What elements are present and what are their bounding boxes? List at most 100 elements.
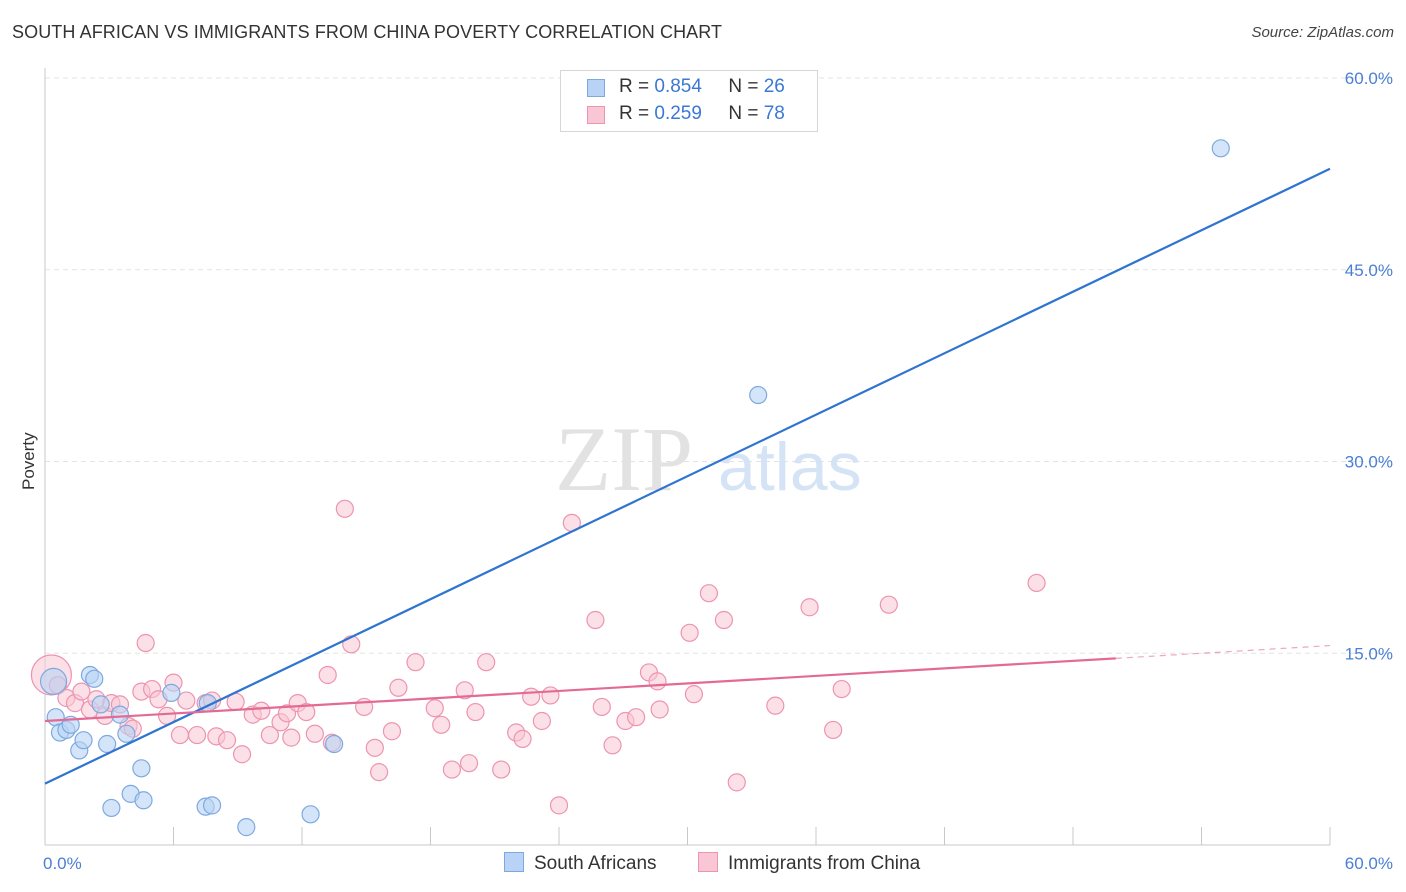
- data-point-immigrants-from-china: [217, 731, 237, 750]
- data-point-immigrants-from-china: [335, 499, 354, 518]
- data-point-south-africans: [1211, 139, 1230, 158]
- data-point-immigrants-from-china: [824, 720, 843, 740]
- trend-line-immigrants-from-china: [44, 657, 1116, 723]
- data-point-immigrants-from-china: [648, 672, 667, 691]
- data-point-immigrants-from-china: [370, 763, 389, 782]
- tick-labels: 15.0% 30.0% 45.0% 60.0% 0.0% 60.0%: [43, 69, 1393, 873]
- data-point-south-africans: [102, 798, 121, 818]
- data-point-south-africans: [110, 705, 130, 724]
- data-point-immigrants-from-china: [727, 773, 746, 792]
- data-point-immigrants-from-china: [318, 665, 337, 685]
- data-point-immigrants-from-china: [365, 738, 384, 757]
- data-point-immigrants-from-china: [832, 679, 851, 699]
- source-label: Source: ZipAtlas.com: [1251, 24, 1394, 41]
- watermark-zip: ZIP: [555, 408, 693, 510]
- data-point-south-africans: [74, 731, 93, 750]
- bottom-legend-label: Immigrants from China: [728, 853, 921, 874]
- data-point-south-africans: [325, 734, 344, 754]
- data-point-immigrants-from-china: [187, 725, 207, 745]
- bottom-legend-swatch-blue: [504, 852, 524, 872]
- data-point-south-africans: [117, 724, 136, 743]
- data-point-immigrants-from-china: [650, 700, 669, 719]
- trend-line-south-africans: [44, 167, 1331, 785]
- legend-swatch-blue: [587, 79, 605, 97]
- data-point-immigrants-from-china: [541, 686, 560, 705]
- data-point-immigrants-from-china: [305, 724, 324, 743]
- data-point-south-africans: [301, 805, 320, 824]
- data-point-south-africans: [134, 791, 153, 810]
- y-axis-label: Poverty: [19, 432, 38, 490]
- data-point-south-africans: [162, 683, 181, 702]
- data-point-immigrants-from-china: [466, 702, 485, 722]
- series-immigrants-from-china: [30, 499, 1046, 815]
- data-point-immigrants-from-china: [592, 697, 611, 717]
- legend-swatch-pink: [587, 106, 605, 124]
- legend-n-value: 26: [763, 76, 785, 97]
- bottom-legend-immigrants-from-china: Immigrants from China: [698, 852, 920, 875]
- data-point-immigrants-from-china: [626, 708, 646, 727]
- y-tick-label: 45.0%: [1345, 261, 1393, 280]
- data-point-immigrants-from-china: [680, 623, 699, 642]
- data-point-immigrants-from-china: [766, 696, 785, 715]
- legend-r-value: 0.854: [654, 76, 702, 97]
- legend-n-label: N =: [728, 76, 759, 97]
- data-point-south-africans: [237, 818, 256, 837]
- data-point-south-africans: [749, 385, 768, 405]
- data-point-south-africans: [85, 669, 104, 688]
- bottom-legend-label: South Africans: [534, 853, 657, 874]
- data-point-immigrants-from-china: [522, 687, 541, 706]
- chart-title: SOUTH AFRICAN VS IMMIGRANTS FROM CHINA P…: [12, 22, 723, 42]
- data-point-immigrants-from-china: [492, 760, 511, 779]
- data-point-immigrants-from-china: [382, 722, 402, 741]
- series-south-africans: [39, 139, 1230, 837]
- bottom-legend-south-africans: South Africans: [504, 852, 657, 875]
- data-point-immigrants-from-china: [282, 728, 301, 747]
- y-tick-label: 30.0%: [1345, 453, 1393, 472]
- data-point-immigrants-from-china: [586, 610, 605, 630]
- grid-lines: [45, 77, 1392, 654]
- data-point-immigrants-from-china: [170, 725, 190, 745]
- trend-line-extension-immigrants-from-china: [1115, 644, 1331, 659]
- data-point-immigrants-from-china: [252, 701, 271, 720]
- data-point-south-africans: [91, 695, 110, 714]
- data-point-immigrants-from-china: [136, 633, 155, 653]
- data-point-immigrants-from-china: [406, 653, 425, 672]
- watermark-atlas: atlas: [718, 429, 862, 505]
- data-point-immigrants-from-china: [684, 685, 704, 704]
- legend-r-label: R =: [619, 103, 650, 124]
- data-point-immigrants-from-china: [477, 653, 496, 672]
- data-point-south-africans: [98, 734, 117, 754]
- data-point-immigrants-from-china: [432, 715, 451, 734]
- watermark: ZIP atlas: [555, 408, 862, 510]
- data-point-immigrants-from-china: [232, 745, 252, 764]
- axes: [44, 68, 1331, 846]
- legend-n-label: N =: [728, 103, 759, 124]
- bottom-legend-swatch-pink: [698, 852, 718, 872]
- data-point-immigrants-from-china: [297, 702, 316, 722]
- x-tick-label: 0.0%: [43, 854, 82, 873]
- data-point-immigrants-from-china: [459, 754, 479, 773]
- data-point-immigrants-from-china: [1027, 573, 1046, 593]
- y-tick-label: 60.0%: [1345, 69, 1393, 88]
- data-point-immigrants-from-china: [549, 796, 569, 815]
- data-point-south-africans: [132, 759, 151, 778]
- x-tick-label: 60.0%: [1345, 854, 1393, 873]
- data-point-immigrants-from-china: [442, 760, 462, 779]
- y-tick-label: 15.0%: [1345, 644, 1393, 663]
- data-point-immigrants-from-china: [699, 584, 719, 603]
- data-point-immigrants-from-china: [425, 699, 444, 718]
- trend-lines: [44, 167, 1331, 785]
- data-point-immigrants-from-china: [879, 595, 898, 614]
- data-point-immigrants-from-china: [603, 736, 622, 755]
- data-point-immigrants-from-china: [389, 678, 408, 697]
- data-point-immigrants-from-china: [260, 725, 279, 745]
- data-point-immigrants-from-china: [800, 598, 819, 617]
- data-point-south-africans: [39, 667, 68, 695]
- data-point-south-africans: [202, 796, 222, 815]
- data-point-immigrants-from-china: [532, 711, 551, 731]
- legend-r-label: R =: [619, 76, 650, 97]
- data-point-immigrants-from-china: [72, 682, 91, 701]
- data-point-immigrants-from-china: [177, 691, 196, 710]
- legend-n-value: 78: [763, 103, 785, 124]
